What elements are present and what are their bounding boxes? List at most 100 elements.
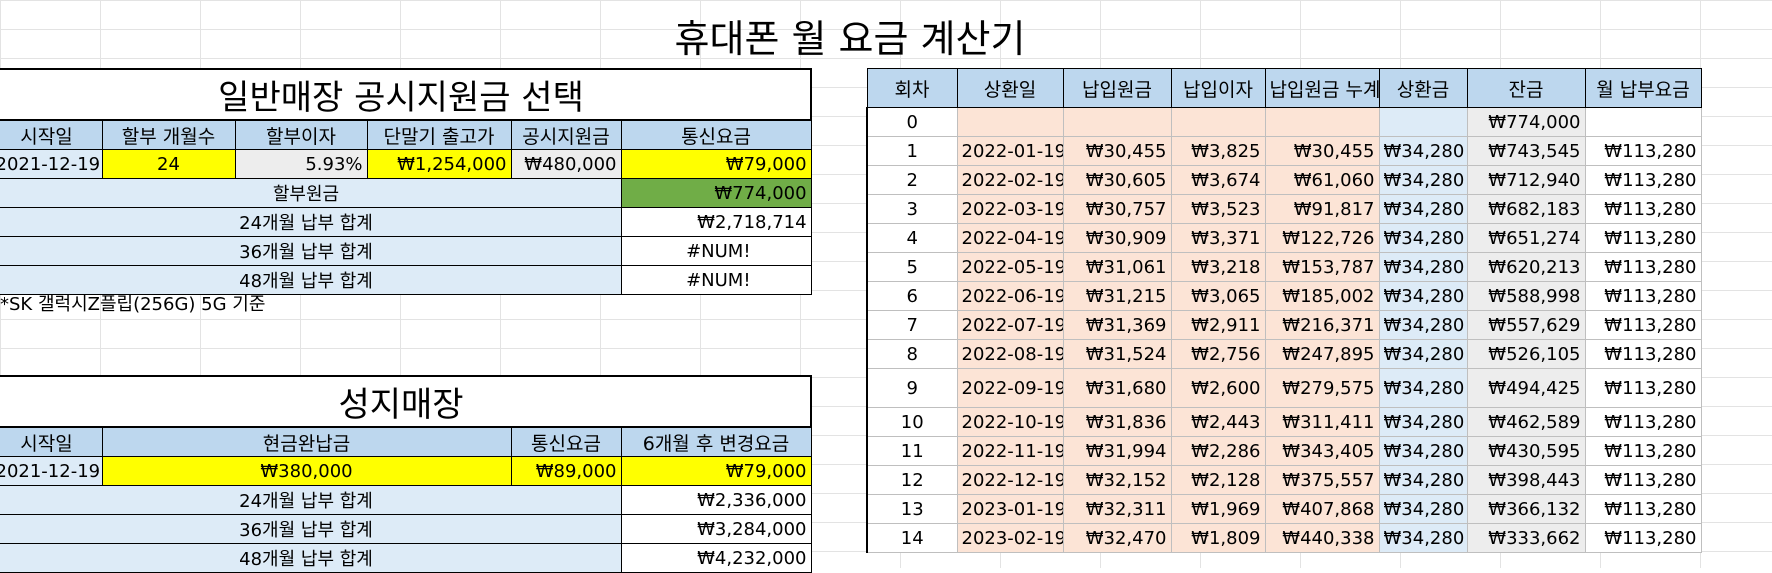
cell-interest[interactable]: ₩3,674	[1170, 165, 1266, 195]
cell-repayment[interactable]: ₩34,280	[1378, 252, 1468, 282]
cell-monthly[interactable]: ₩113,280	[1584, 436, 1702, 466]
cell-cumulative[interactable]: ₩122,726	[1264, 223, 1380, 253]
cell-principal[interactable]: ₩31,836	[1062, 407, 1172, 437]
cell-balance[interactable]: ₩651,274	[1466, 223, 1586, 253]
cell-interest[interactable]: ₩2,286	[1170, 436, 1266, 466]
principal-value[interactable]: ₩774,000	[620, 178, 812, 208]
cell-monthly[interactable]: ₩113,280	[1584, 339, 1702, 369]
cell-principal[interactable]: ₩31,680	[1062, 368, 1172, 408]
cell-repayment[interactable]: ₩34,280	[1378, 436, 1468, 466]
cell-interest[interactable]: ₩2,600	[1170, 368, 1266, 408]
cell-principal[interactable]: ₩32,152	[1062, 465, 1172, 495]
cell-cumulative[interactable]: ₩279,575	[1264, 368, 1380, 408]
store-plan-fee-cell[interactable]: ₩89,000	[510, 456, 622, 486]
installment-months-cell[interactable]: 24	[101, 149, 236, 179]
cell-cumulative[interactable]: ₩407,868	[1264, 494, 1380, 524]
cell-monthly[interactable]: ₩113,280	[1584, 223, 1702, 253]
cell-round[interactable]: 3	[866, 194, 958, 224]
cell-monthly[interactable]: ₩113,280	[1584, 368, 1702, 408]
cell-date[interactable]: 2022-04-19	[956, 223, 1064, 253]
sum36-value[interactable]: #NUM!	[620, 236, 812, 266]
cell-cumulative[interactable]: ₩153,787	[1264, 252, 1380, 282]
cell-repayment[interactable]: ₩34,280	[1378, 494, 1468, 524]
device-price-cell[interactable]: ₩1,254,000	[366, 149, 512, 179]
cell-monthly[interactable]: ₩113,280	[1584, 165, 1702, 195]
cell-principal[interactable]: ₩32,311	[1062, 494, 1172, 524]
cell-interest[interactable]: ₩3,218	[1170, 252, 1266, 282]
cell-date[interactable]: 2022-05-19	[956, 252, 1064, 282]
cell-balance[interactable]: ₩462,589	[1466, 407, 1586, 437]
cell-monthly[interactable]: ₩113,280	[1584, 310, 1702, 340]
cell-round[interactable]: 13	[866, 494, 958, 524]
cell-cumulative[interactable]: ₩91,817	[1264, 194, 1380, 224]
cell-balance[interactable]: ₩557,629	[1466, 310, 1586, 340]
cell-balance[interactable]: ₩712,940	[1466, 165, 1586, 195]
cell-cumulative[interactable]: ₩440,338	[1264, 523, 1380, 553]
cell-interest[interactable]: ₩2,911	[1170, 310, 1266, 340]
cell-principal[interactable]: ₩31,524	[1062, 339, 1172, 369]
cell-round[interactable]: 10	[866, 407, 958, 437]
cell-date[interactable]: 2022-07-19	[956, 310, 1064, 340]
sum24-value[interactable]: ₩2,718,714	[620, 207, 812, 237]
cell-monthly[interactable]: ₩113,280	[1584, 194, 1702, 224]
cell-date[interactable]: 2022-12-19	[956, 465, 1064, 495]
cell-cumulative[interactable]: ₩30,455	[1264, 136, 1380, 166]
sum48-value[interactable]: #NUM!	[620, 265, 812, 295]
cell-cumulative[interactable]: ₩343,405	[1264, 436, 1380, 466]
cell-monthly[interactable]: ₩113,280	[1584, 494, 1702, 524]
cell-principal[interactable]: ₩31,215	[1062, 281, 1172, 311]
cell-principal[interactable]: ₩31,369	[1062, 310, 1172, 340]
cell-repayment[interactable]: ₩34,280	[1378, 465, 1468, 495]
cell-balance[interactable]: ₩743,545	[1466, 136, 1586, 166]
cell-interest[interactable]: ₩1,969	[1170, 494, 1266, 524]
subsidy-cell[interactable]: ₩480,000	[510, 149, 622, 179]
cell-date[interactable]: 2022-02-19	[956, 165, 1064, 195]
cell-principal[interactable]	[1062, 107, 1172, 137]
store-changed-fee-cell[interactable]: ₩79,000	[620, 456, 812, 486]
cell-round[interactable]: 5	[866, 252, 958, 282]
cell-date[interactable]: 2022-10-19	[956, 407, 1064, 437]
cell-repayment[interactable]: ₩34,280	[1378, 368, 1468, 408]
cell-cumulative[interactable]: ₩311,411	[1264, 407, 1380, 437]
cell-cumulative[interactable]: ₩61,060	[1264, 165, 1380, 195]
cell-monthly[interactable]: ₩113,280	[1584, 136, 1702, 166]
cell-balance[interactable]: ₩366,132	[1466, 494, 1586, 524]
cell-repayment[interactable]: ₩34,280	[1378, 165, 1468, 195]
cell-repayment[interactable]	[1378, 107, 1468, 137]
cell-interest[interactable]: ₩2,756	[1170, 339, 1266, 369]
interest-cell[interactable]: 5.93%	[234, 149, 368, 179]
cell-balance[interactable]: ₩588,998	[1466, 281, 1586, 311]
cell-monthly[interactable]: ₩113,280	[1584, 281, 1702, 311]
cell-cumulative[interactable]: ₩185,002	[1264, 281, 1380, 311]
cell-principal[interactable]: ₩31,994	[1062, 436, 1172, 466]
cell-date[interactable]: 2023-01-19	[956, 494, 1064, 524]
cell-principal[interactable]: ₩30,909	[1062, 223, 1172, 253]
store-sum36-value[interactable]: ₩3,284,000	[620, 514, 812, 544]
cell-repayment[interactable]: ₩34,280	[1378, 223, 1468, 253]
cell-balance[interactable]: ₩682,183	[1466, 194, 1586, 224]
cell-date[interactable]	[956, 107, 1064, 137]
cell-principal[interactable]: ₩31,061	[1062, 252, 1172, 282]
cell-round[interactable]: 14	[866, 523, 958, 553]
cell-round[interactable]: 9	[866, 368, 958, 408]
cell-round[interactable]: 7	[866, 310, 958, 340]
store-sum24-value[interactable]: ₩2,336,000	[620, 485, 812, 515]
cell-interest[interactable]: ₩2,128	[1170, 465, 1266, 495]
cell-date[interactable]: 2022-11-19	[956, 436, 1064, 466]
cell-principal[interactable]: ₩32,470	[1062, 523, 1172, 553]
cell-repayment[interactable]: ₩34,280	[1378, 407, 1468, 437]
cell-round[interactable]: 2	[866, 165, 958, 195]
store-cash-payment-cell[interactable]: ₩380,000	[101, 456, 512, 486]
cell-round[interactable]: 0	[866, 107, 958, 137]
cell-cumulative[interactable]: ₩216,371	[1264, 310, 1380, 340]
cell-repayment[interactable]: ₩34,280	[1378, 281, 1468, 311]
cell-balance[interactable]: ₩620,213	[1466, 252, 1586, 282]
cell-repayment[interactable]: ₩34,280	[1378, 310, 1468, 340]
cell-monthly[interactable]: ₩113,280	[1584, 252, 1702, 282]
cell-repayment[interactable]: ₩34,280	[1378, 523, 1468, 553]
cell-round[interactable]: 1	[866, 136, 958, 166]
cell-cumulative[interactable]: ₩375,557	[1264, 465, 1380, 495]
cell-interest[interactable]	[1170, 107, 1266, 137]
cell-round[interactable]: 11	[866, 436, 958, 466]
cell-balance[interactable]: ₩774,000	[1466, 107, 1586, 137]
